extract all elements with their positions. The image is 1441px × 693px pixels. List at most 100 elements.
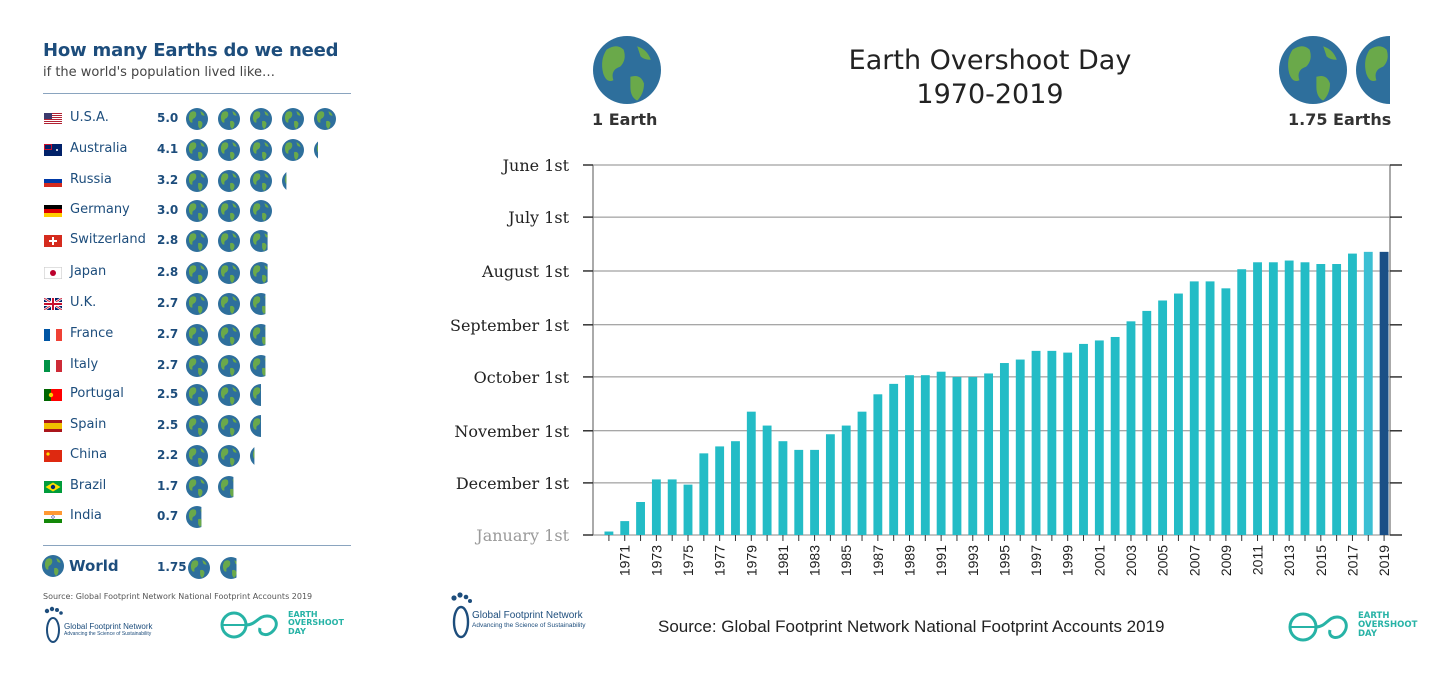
bar-1974 — [667, 479, 677, 535]
globe-icon — [186, 324, 208, 346]
country-name: France — [70, 326, 114, 341]
country-value: 1.7 — [157, 479, 179, 493]
footprint-icon — [451, 592, 472, 639]
uk-flag-icon — [44, 298, 62, 310]
country-value: 2.5 — [157, 387, 179, 401]
x-tick-label: 1989 — [901, 545, 917, 576]
bar-1972 — [636, 501, 645, 535]
bar-1978 — [731, 441, 740, 535]
in-flag-icon — [44, 511, 62, 523]
country-value: 5.0 — [157, 111, 179, 125]
bar-1970 — [604, 531, 614, 535]
overshoot-bar-chart: June 1st July 1st August 1st September 1st O… — [450, 156, 1402, 576]
one-earth-label: 1 Earth — [592, 110, 658, 129]
country-value: 2.2 — [157, 448, 179, 462]
x-tick-label: 1991 — [933, 545, 949, 576]
country-name: Australia — [70, 141, 128, 156]
eod-line3: DAY — [1358, 628, 1377, 639]
country-row: Switzerland 2.8 — [43, 226, 353, 258]
country-name: Russia — [70, 172, 112, 187]
bar-1979 — [746, 411, 756, 535]
bar-1987 — [873, 394, 883, 535]
eod-line2: OVERSHOOT — [1358, 619, 1418, 630]
globe-icon — [250, 200, 272, 222]
x-tick-label: 1975 — [680, 545, 696, 576]
country-value: 4.1 — [157, 142, 179, 156]
x-tick-label: 2015 — [1313, 545, 1329, 576]
bar-1990 — [920, 375, 930, 535]
divider — [43, 93, 351, 94]
globe-icon — [186, 445, 208, 467]
country-name: Brazil — [70, 478, 107, 493]
country-row: Japan 2.8 — [43, 258, 353, 289]
x-tick-label: 1981 — [775, 545, 791, 576]
bar-2004 — [1142, 310, 1152, 535]
country-name: Japan — [70, 264, 107, 279]
overshoot-logo-icon — [220, 611, 278, 639]
many-earths-label: 1.75 Earths — [1288, 110, 1392, 129]
chart-title-years: 1970-2019 — [916, 79, 1064, 110]
ch-flag-icon — [44, 235, 62, 247]
eod-line1: EARTH — [288, 610, 318, 619]
bar-1980 — [762, 425, 772, 535]
y-tick-label: July 1st — [506, 208, 569, 227]
bar-2001 — [1094, 340, 1104, 535]
x-tick-label: 2011 — [1250, 545, 1266, 575]
eod-line1: EARTH — [1358, 611, 1390, 621]
ru-flag-icon — [44, 175, 62, 187]
x-tick-label: 2005 — [1155, 545, 1171, 576]
country-name: China — [70, 447, 108, 462]
globe-icon — [250, 324, 266, 346]
globe-icon — [186, 415, 208, 437]
bar-1998 — [1047, 350, 1057, 535]
bar-1991 — [936, 371, 946, 535]
de-flag-icon — [44, 205, 62, 217]
gfn-name: Global Footprint Network — [64, 622, 153, 631]
country-value: 0.7 — [157, 509, 179, 523]
bar-1982 — [794, 449, 804, 535]
bar-2016 — [1332, 264, 1342, 535]
globe-icon — [218, 324, 240, 346]
eod-logo: EARTH OVERSHOOT DAY — [1288, 610, 1417, 648]
globe-icon — [250, 170, 272, 192]
globe-icon — [250, 447, 255, 465]
eod-logo: EARTH OVERSHOOT DAY — [220, 610, 344, 644]
bar-2014 — [1300, 262, 1310, 535]
bar-1993 — [968, 376, 978, 535]
bar-1975 — [683, 484, 693, 535]
y-tick-label: August 1st — [481, 262, 570, 281]
globe-icon — [186, 200, 208, 222]
globe-icon — [282, 108, 304, 130]
left-panel: How many Earths do we need if the world'… — [0, 0, 360, 693]
x-tick-label: 1977 — [712, 545, 728, 576]
globe-icon — [186, 262, 208, 284]
country-row: U.K. 2.7 — [43, 289, 353, 320]
globe-icon — [220, 557, 237, 579]
bar-2006 — [1174, 293, 1183, 535]
bar-1996 — [1015, 359, 1025, 535]
country-value: 2.8 — [157, 233, 179, 247]
globe-icon — [42, 555, 64, 577]
bar-1992 — [952, 376, 962, 535]
bar-1971 — [620, 521, 630, 535]
globe-icon — [250, 230, 268, 252]
x-tick-label: 2009 — [1218, 545, 1234, 576]
bar-1988 — [889, 383, 899, 535]
gfn-name: Global Footprint Network — [472, 610, 583, 621]
country-name: India — [70, 508, 102, 523]
globe-icon — [186, 506, 202, 528]
country-name: U.S.A. — [70, 110, 109, 125]
globe-icon — [218, 415, 240, 437]
jp-flag-icon — [44, 267, 62, 279]
bar-1989 — [905, 375, 914, 535]
gfn-logo: Global Footprint Network Advancing the S… — [42, 604, 152, 648]
country-row: Italy 2.7 — [43, 351, 353, 380]
x-tick-label: 2001 — [1091, 545, 1107, 576]
fr-flag-icon — [44, 329, 62, 341]
x-tick-label: 1979 — [743, 545, 759, 576]
bar-2011 — [1253, 262, 1262, 535]
country-row: China 2.2 — [43, 441, 353, 472]
globe-icon — [218, 108, 240, 130]
country-row: India 0.7 — [43, 502, 353, 533]
globe-icon — [282, 172, 287, 190]
